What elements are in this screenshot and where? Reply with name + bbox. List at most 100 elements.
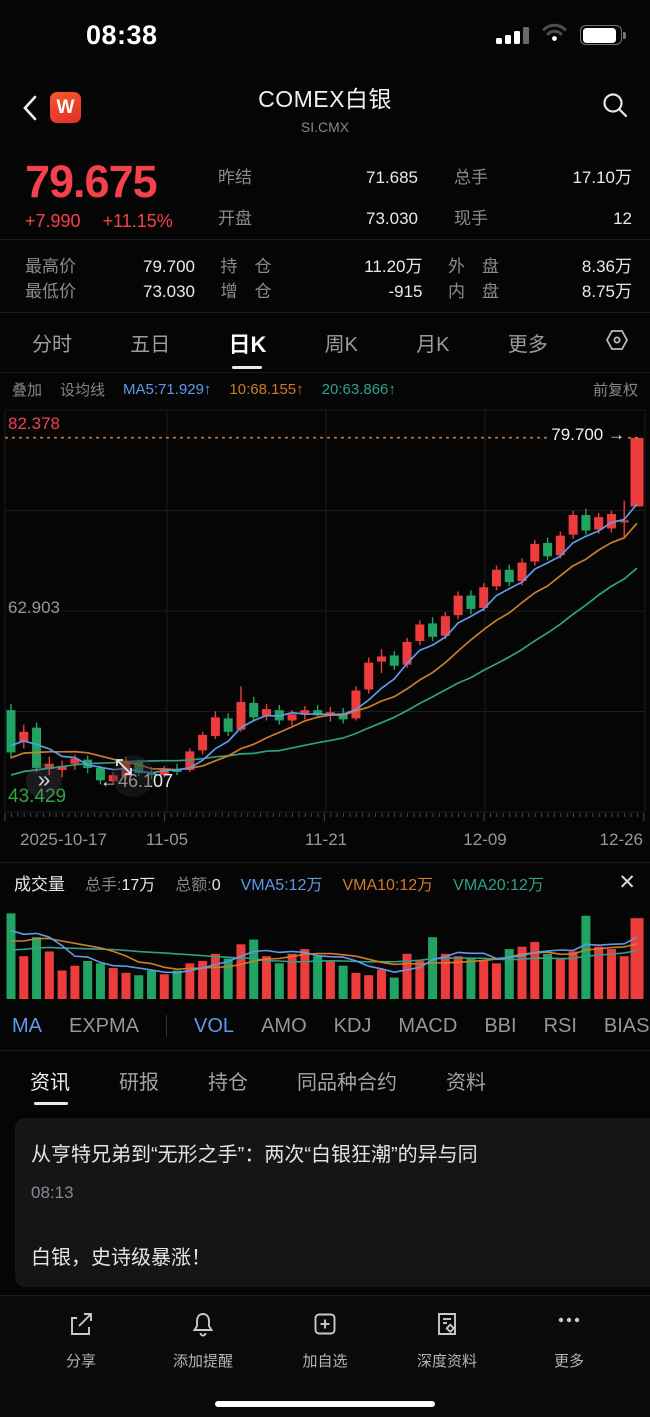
add-watchlist-button[interactable]: 加自选 [280, 1310, 370, 1371]
indicator-divider [166, 1015, 168, 1037]
candlestick-plot [4, 409, 646, 821]
home-indicator [215, 1401, 435, 1407]
y-axis-mid-label: 62.903 [8, 598, 60, 617]
indicator-tab-rsi[interactable]: RSI [543, 1014, 577, 1037]
bottom-nav: 分享 添加提醒 加自选 [0, 1295, 650, 1417]
volume-amount: 总额:0 [175, 876, 221, 894]
date-axis: 2025-10-17 11-05 11-21 12-09 12-26 [0, 822, 650, 862]
kline-chart[interactable]: 82.378 62.903 43.429 79.700 → ←46.107 » [0, 405, 650, 822]
volume-plot [6, 913, 644, 999]
clock: 08:38 [86, 19, 158, 50]
indicator-tab-bias[interactable]: BIAS [603, 1014, 650, 1037]
field-outer-lots: 外 盘 8.36万 [448, 257, 632, 276]
ma10-value: 10:68.155↑ [229, 380, 304, 398]
overlay-button[interactable]: 叠加 [12, 381, 43, 399]
ma-legend-bar: 叠加 设均线 MA5:71.929↑ 10:68.155↑ 20:63.866↑… [0, 372, 650, 405]
header: COMEX白银 SI.CMX W [0, 60, 650, 155]
vma5-value: VMA5:12万 [240, 876, 323, 894]
quote-panel: 79.675 +7.990 +11.15% 昨结 71.685 总手 17.10万 … [0, 155, 650, 240]
date-tick-0: 2025-10-17 [20, 830, 107, 849]
news-tab-news[interactable]: 资讯 [30, 1056, 70, 1105]
load-history-button[interactable]: » [26, 763, 62, 799]
tab-five-day[interactable]: 五日 [130, 334, 171, 356]
field-last-lot: 现手 12 [454, 209, 632, 228]
document-icon [433, 1310, 461, 1343]
price-change-pct: +11.15% [102, 211, 173, 231]
tab-monthly-k[interactable]: 月K [416, 334, 450, 356]
date-tick-3: 12-09 [463, 830, 507, 849]
wifi-icon [542, 23, 567, 47]
indicator-tab-kdj[interactable]: KDJ [333, 1014, 372, 1037]
field-inner-lots: 内 盘 8.75万 [448, 282, 632, 301]
news-list: 从亨特兄弟到“无形之手”：两次“白银狂潮”的异与同 08:13 白银，史诗级暴涨… [0, 1118, 650, 1295]
period-tab-bar: 分时 五日 日K 周K 月K 更多 [0, 313, 650, 372]
cellular-signal-icon [496, 26, 529, 44]
tab-weekly-k[interactable]: 周K [324, 334, 358, 356]
status-bar: 08:38 [0, 0, 650, 60]
news-item-title[interactable]: 从亨特兄弟到“无形之手”：两次“白银狂潮”的异与同 [31, 1144, 478, 1166]
news-tab-bar: 资讯 研报 持仓 同品种合约 资料 [0, 1050, 650, 1110]
ma20-value: 20:63.866↑ [321, 380, 396, 398]
y-axis-min-label: 43.429 [8, 786, 67, 807]
more-button[interactable]: 更多 [524, 1310, 614, 1371]
date-tick-1: 11-05 [145, 830, 189, 849]
ma5-value: MA5:71.929↑ [123, 380, 212, 398]
add-alert-button[interactable]: 添加提醒 [158, 1310, 248, 1371]
share-icon [67, 1310, 95, 1343]
news-card: 从亨特兄弟到“无形之手”：两次“白银狂潮”的异与同 08:13 白银，史诗级暴涨… [15, 1118, 650, 1287]
volume-title: 成交量 [14, 875, 65, 894]
tab-minute[interactable]: 分时 [32, 334, 72, 356]
app-badge-icon[interactable]: W [50, 92, 81, 123]
vma20-value: VMA20:12万 [453, 876, 544, 894]
news-tab-profile[interactable]: 资料 [446, 1072, 486, 1094]
vma10-value: VMA10:12万 [342, 876, 434, 894]
field-oi-change: 增 仓 -915 [220, 282, 423, 301]
news-tab-related-contracts[interactable]: 同品种合约 [297, 1072, 397, 1094]
date-tick-2: 11-21 [304, 830, 348, 849]
news-tab-positions[interactable]: 持仓 [208, 1072, 248, 1094]
ellipsis-icon [555, 1310, 583, 1343]
low-price-marker: ←46.107 [100, 771, 174, 791]
field-high: 最高价 79.700 [25, 257, 195, 276]
indicator-tab-ma[interactable]: MA [12, 1014, 42, 1037]
indicator-tab-bar: MA EXPMA VOL AMO KDJ MACD BBI RSI BIAS W… [0, 1002, 650, 1050]
date-tick-4: 12-26 [599, 830, 643, 849]
indicator-tab-expma[interactable]: EXPMA [69, 1014, 140, 1037]
field-total-volume: 总手 17.10万 [454, 168, 632, 187]
indicator-tab-amo[interactable]: AMO [261, 1014, 307, 1037]
news-item-time: 08:13 [31, 1183, 74, 1202]
field-open-interest: 持 仓 11.20万 [220, 257, 423, 276]
indicator-tab-vol[interactable]: VOL [194, 1014, 235, 1037]
field-open: 开盘 73.030 [218, 209, 418, 228]
stats-panel: 最高价 79.700 持 仓 11.20万 外 盘 8.36万 最低价 73.030 增… [0, 240, 650, 313]
set-ma-button[interactable]: 设均线 [60, 381, 106, 399]
price-change: +7.990 [25, 211, 81, 231]
volume-header: 成交量 总手:17万 总额:0 VMA5:12万 VMA10:12万 VMA20… [0, 862, 650, 902]
news-tab-research[interactable]: 研报 [119, 1072, 159, 1094]
symbol-code: SI.CMX [300, 119, 350, 135]
tab-more-periods[interactable]: 更多 [507, 334, 548, 356]
plus-square-icon [311, 1310, 339, 1343]
chart-settings-icon[interactable] [604, 327, 630, 358]
news-item-title[interactable]: 白银，史诗级暴涨！ [31, 1247, 211, 1269]
indicator-tab-macd[interactable]: MACD [398, 1014, 458, 1037]
y-axis-max-label: 82.378 [8, 414, 60, 433]
back-button[interactable] [20, 91, 46, 125]
last-price-tag: 79.700 → [548, 425, 628, 445]
share-button[interactable]: 分享 [36, 1310, 126, 1371]
tab-daily-k[interactable]: 日K [226, 319, 268, 367]
battery-icon [580, 25, 626, 45]
field-prev-settle: 昨结 71.685 [218, 168, 418, 187]
resize-cursor-icon[interactable] [112, 755, 154, 797]
indicator-tab-bbi[interactable]: BBI [484, 1014, 517, 1037]
volume-chart[interactable] [0, 902, 650, 1002]
page-title: COMEX白银 [258, 86, 392, 112]
bell-icon [189, 1310, 217, 1343]
search-icon[interactable] [600, 90, 630, 125]
deep-info-button[interactable]: 深度资料 [402, 1310, 492, 1371]
field-low: 最低价 73.030 [25, 282, 195, 301]
last-price: 79.675 [25, 156, 158, 207]
adjust-mode-button[interactable]: 前复权 [592, 381, 638, 399]
volume-lots: 总手:17万 [85, 876, 156, 894]
close-volume-pane-icon[interactable]: ✕ [618, 871, 636, 894]
